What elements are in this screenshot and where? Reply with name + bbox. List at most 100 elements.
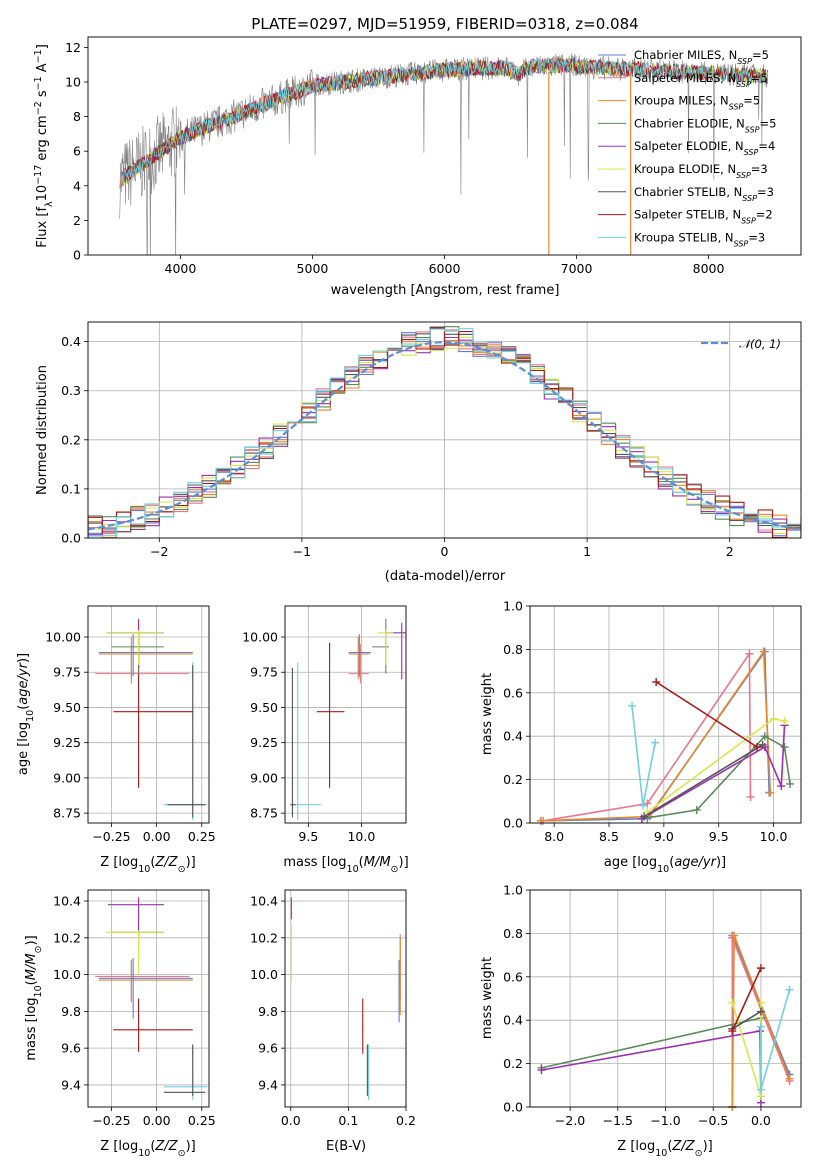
x-tick-label: 0.25 — [188, 829, 216, 844]
weight-marker — [766, 788, 775, 797]
x-tick-label: 6000 — [429, 261, 461, 276]
plot-frame — [87, 36, 802, 256]
weight-line-chabrier-stelib — [643, 744, 764, 818]
error-bars — [290, 897, 401, 1100]
plot-frame — [87, 605, 210, 824]
weight-line-salpeter-stelib — [731, 967, 762, 1032]
x-axis-label: mass [log10(M/M⊙)] — [283, 855, 408, 875]
y-tick-label: 9.6 — [258, 1041, 278, 1056]
x-tick-label: −1 — [293, 544, 311, 559]
y-tick-label: 0.0 — [503, 816, 523, 831]
x-tick-label: −1.5 — [603, 1113, 633, 1128]
y-tick-label: 9.50 — [250, 700, 278, 715]
weight-marker — [756, 1022, 765, 1031]
y-tick-label: 0.4 — [503, 729, 523, 744]
axes-z_age: −0.25 0.00 0.25 8.75 9.00 9.25 9.50 9.75 10.00 Z … — [16, 605, 216, 875]
legend-entry: Chabrier MILES, NSSP=5 — [634, 48, 769, 66]
y-tick-label: 0.4 — [61, 334, 81, 349]
weight-marker — [756, 1007, 765, 1016]
error-bars — [95, 897, 208, 1100]
y-tick-label: 9.75 — [53, 665, 81, 680]
y-tick-label: 9.8 — [61, 1004, 81, 1019]
x-tick-label: 9.5 — [709, 829, 729, 844]
normal-curve — [88, 341, 801, 531]
weight-series — [537, 931, 794, 1111]
weight-line-salpeter-stelib — [655, 681, 758, 748]
y-tick-label: 9.4 — [61, 1077, 81, 1092]
x-tick-label: 7000 — [561, 261, 593, 276]
weight-marker — [759, 647, 768, 656]
legend-entry: Salpeter STELIB, NSSP=2 — [634, 208, 773, 226]
histograms — [88, 326, 801, 538]
weight-marker — [785, 1074, 794, 1083]
x-tick-label: 10.0 — [760, 829, 788, 844]
weight-line-salpeter-elodie — [641, 725, 786, 820]
weight-marker — [728, 998, 737, 1007]
legend-entry: Salpeter ELODIE, NSSP=4 — [634, 139, 775, 157]
legend-entry: Kroupa ELODIE, NSSP=3 — [634, 162, 768, 180]
y-tick-label: 9.8 — [258, 1004, 278, 1019]
weight-marker — [628, 701, 637, 710]
y-tick-label: 10.4 — [53, 894, 81, 909]
legend-entry: Salpeter MILES, NSSP=5 — [634, 71, 768, 89]
y-tick-label: 6 — [73, 144, 81, 159]
weight-marker — [692, 805, 701, 814]
weight-marker — [536, 816, 545, 825]
x-tick-label: 5000 — [297, 261, 329, 276]
weight-line-kroupa-miles — [540, 649, 772, 822]
x-tick-label: 0.00 — [143, 829, 171, 844]
x-tick-label: 0.1 — [338, 1113, 358, 1128]
x-tick-label: −2 — [150, 544, 168, 559]
weight-marker — [758, 740, 767, 749]
weight-marker — [537, 1066, 546, 1075]
figure-title: PLATE=0297, MJD=51959, FIBERID=0318, z=0… — [251, 15, 638, 33]
y-tick-label: 0.6 — [503, 685, 523, 700]
weight-marker — [745, 649, 754, 658]
x-tick-label: −0.25 — [92, 829, 130, 844]
y-tick-label: 0.2 — [503, 772, 523, 787]
x-axis-label: E(B-V) — [326, 1139, 366, 1154]
y-tick-label: 4 — [73, 178, 81, 193]
x-tick-label: 10.0 — [347, 829, 375, 844]
axes-age_weight: 8.0 8.5 9.0 9.5 10.0 0.0 0.2 0.4 0.6 0.8 1.0 age [l… — [480, 599, 802, 875]
y-axis-label: mass weight — [480, 673, 495, 755]
legend-entry: Chabrier ELODIE, NSSP=5 — [634, 116, 776, 133]
weight-marker — [753, 743, 762, 752]
y-tick-label: 9.00 — [250, 770, 278, 785]
plot-frame — [87, 889, 210, 1108]
y-tick-label: 9.00 — [53, 770, 81, 785]
y-tick-label: 0.2 — [503, 1056, 523, 1071]
y-tick-label: 2 — [73, 213, 81, 228]
legend-entry: Chabrier STELIB, NSSP=3 — [634, 185, 774, 203]
y-tick-label: 0.1 — [61, 481, 81, 496]
x-tick-label: −0.5 — [698, 1113, 728, 1128]
y-tick-label: 0.4 — [503, 1013, 523, 1028]
weight-marker — [777, 782, 786, 791]
y-tick-label: 9.25 — [250, 735, 278, 750]
axes-ebv_mass: 0.0 0.1 0.2 9.4 9.6 9.8 10.0 10.2 10.4 E(B-V) — [250, 889, 416, 1154]
y-tick-label: 10.00 — [242, 630, 278, 645]
x-tick-label: 9.0 — [654, 829, 674, 844]
weight-series — [536, 647, 795, 825]
x-tick-label: 0 — [441, 544, 449, 559]
y-tick-label: 10 — [65, 74, 81, 89]
axes-z_mass: −0.25 0.00 0.25 9.4 9.6 9.8 10.0 10.2 10.4 Z [log… — [24, 889, 216, 1159]
y-axis-label: age [log10(age/yr)] — [16, 653, 36, 775]
y-tick-label: 0.6 — [503, 969, 523, 984]
x-axis-label: (data-model)/error — [385, 569, 506, 584]
x-tick-label: 0.2 — [396, 1113, 416, 1128]
y-tick-label: 10.4 — [250, 894, 278, 909]
weight-marker — [769, 714, 778, 723]
error-bars — [95, 618, 208, 821]
x-axis-label: Z [log10(Z/Z⊙)] — [100, 1139, 195, 1159]
axes-hist: −2 −1 0 1 2 0.0 0.1 0.2 0.3 0.4 (data-model)/error… — [35, 321, 802, 584]
plot-frame — [529, 889, 802, 1108]
weight-marker — [756, 998, 765, 1007]
y-tick-label: 0.8 — [503, 926, 523, 941]
x-tick-label: −0.25 — [92, 1113, 130, 1128]
weight-marker — [651, 738, 660, 747]
weight-line-chabrier-stelib — [731, 1010, 762, 1030]
x-axis-label: Z [log10(Z/Z⊙)] — [100, 855, 195, 875]
y-tick-label: 10.2 — [53, 930, 81, 945]
